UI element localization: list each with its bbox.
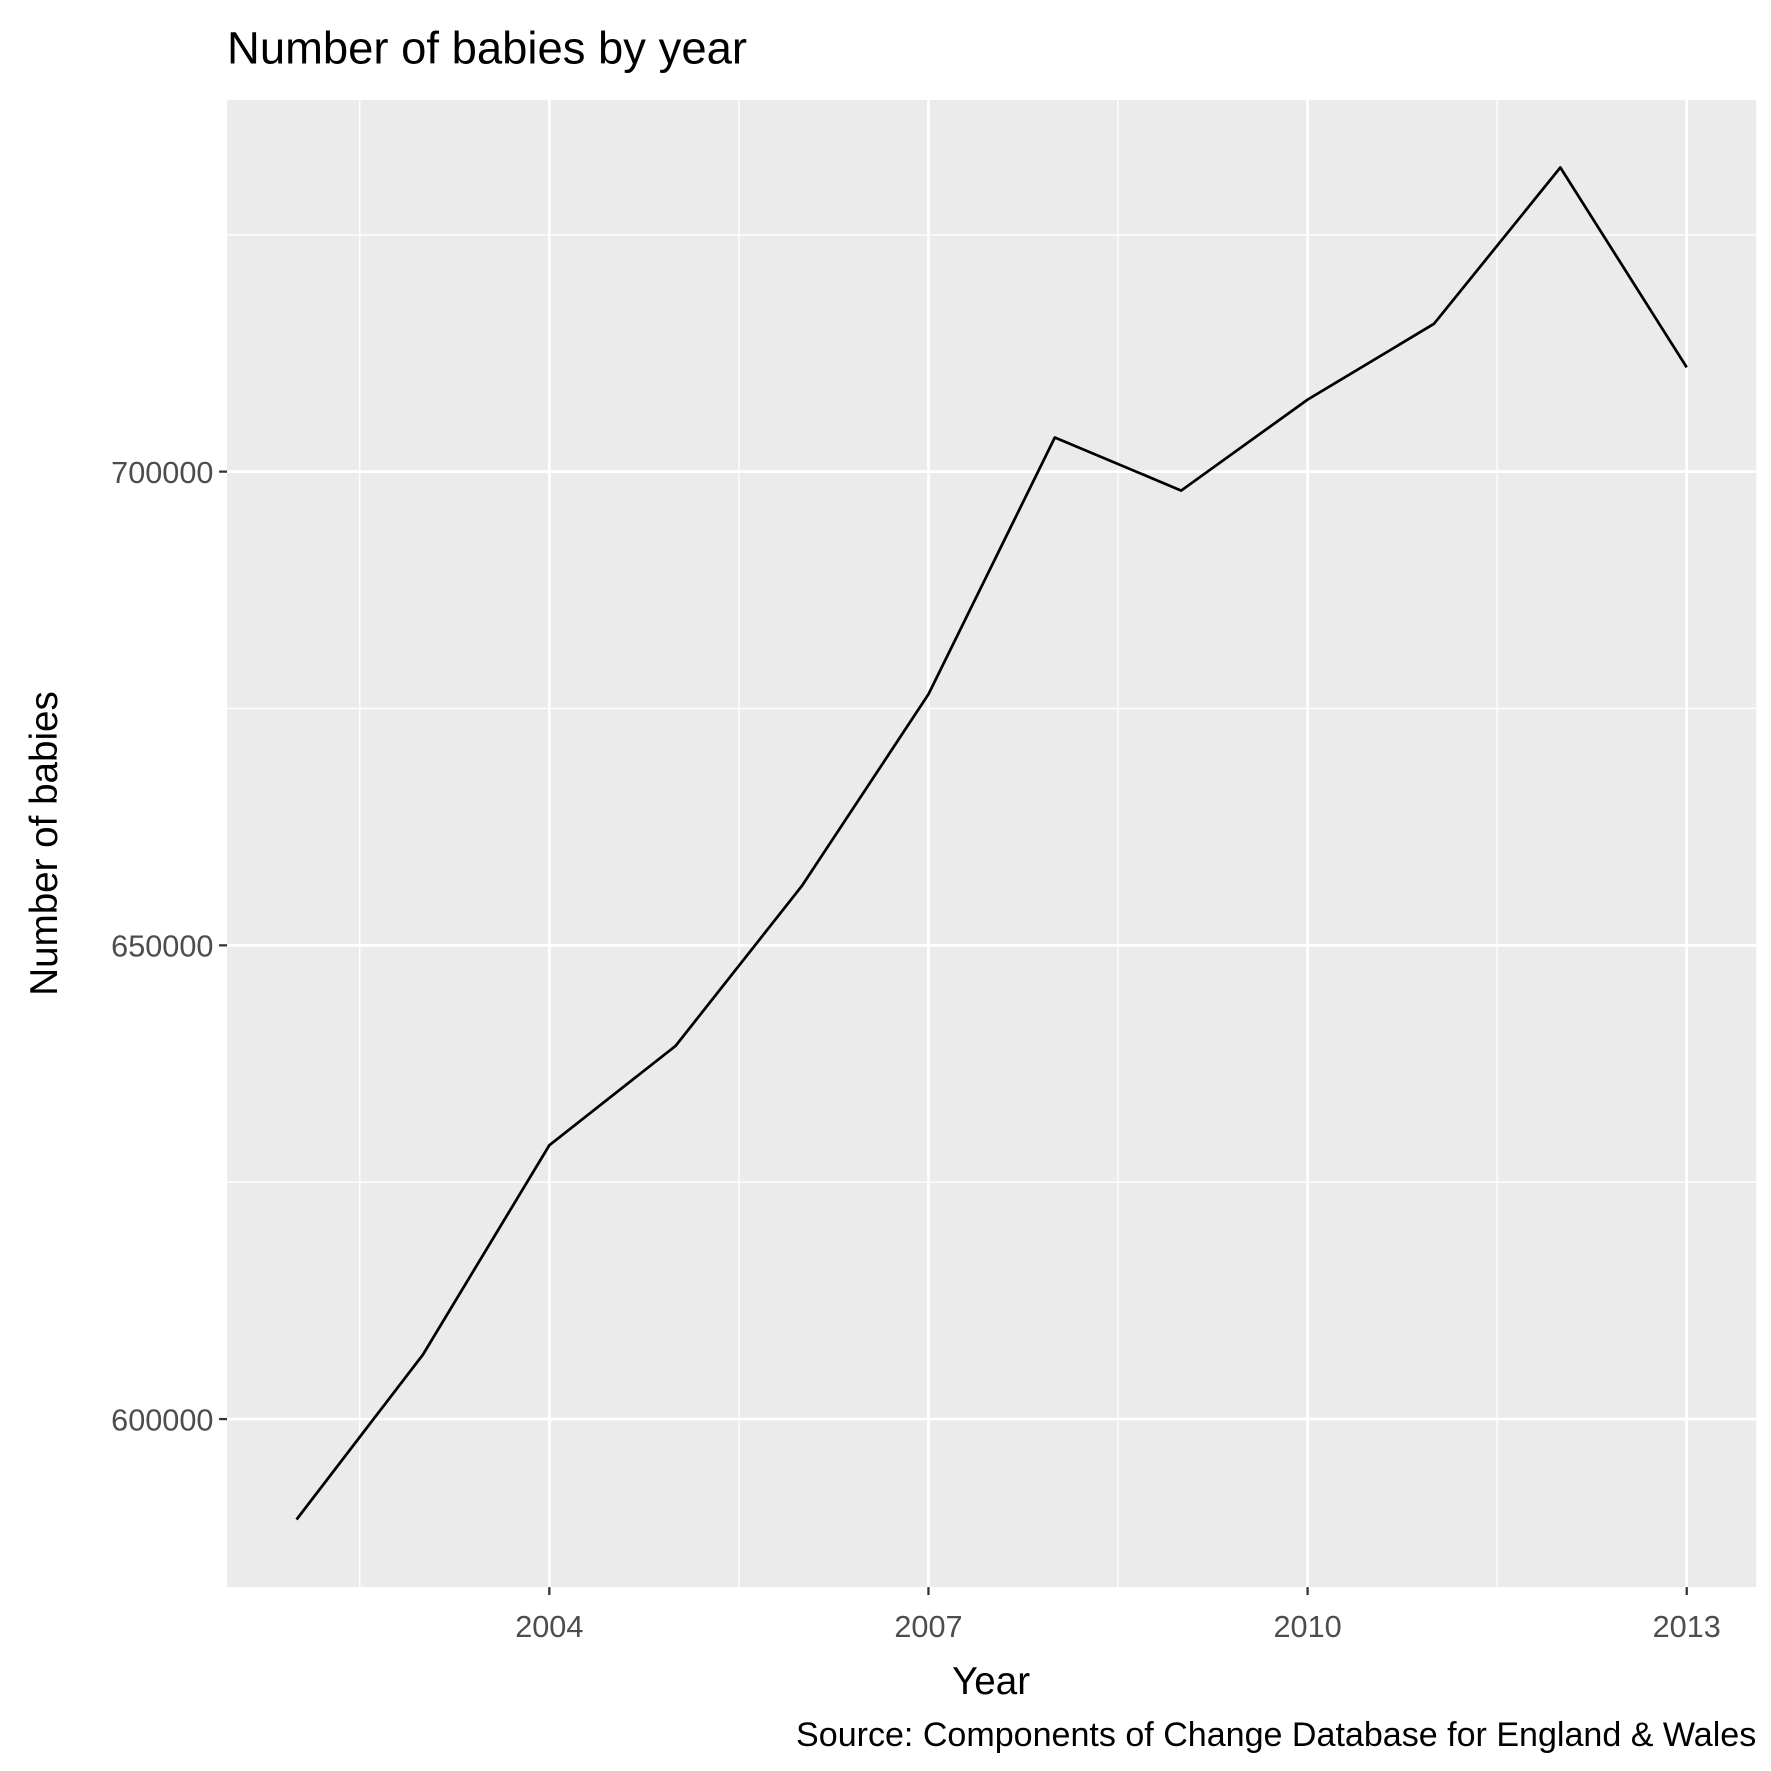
y-tick-label: 600000	[111, 1403, 213, 1437]
x-axis-title: Year	[952, 1660, 1030, 1703]
y-tick-label: 700000	[111, 456, 213, 490]
panel	[227, 99, 1757, 1588]
x-tick-label: 2004	[515, 1610, 583, 1644]
y-tick-label: 650000	[111, 930, 213, 964]
caption: Source: Components of Change Database fo…	[796, 1716, 1756, 1754]
y-axis-title: Number of babies	[23, 691, 66, 995]
line	[295, 166, 1688, 1521]
x-tick-label: 2010	[1274, 1610, 1342, 1644]
x-tick-label: 2007	[894, 1610, 962, 1644]
x-tick-label: 2013	[1653, 1610, 1721, 1644]
chart-title: Number of babies by year	[227, 23, 747, 74]
